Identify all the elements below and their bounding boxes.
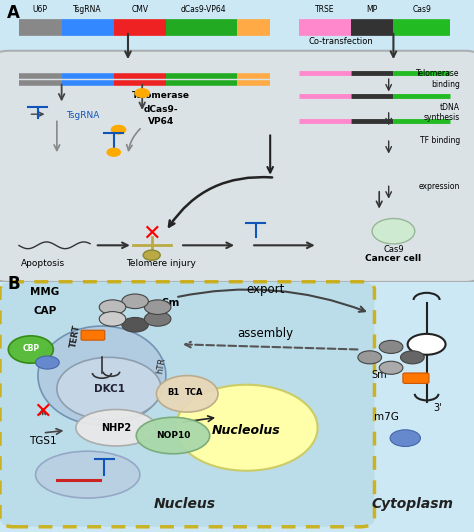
Circle shape — [145, 312, 171, 326]
Ellipse shape — [57, 358, 161, 420]
Text: CMV: CMV — [131, 5, 148, 14]
Text: Telomerase
binding: Telomerase binding — [416, 69, 460, 89]
Text: Me: Me — [43, 360, 52, 365]
Text: TsgRNA: TsgRNA — [73, 5, 102, 14]
Ellipse shape — [372, 219, 415, 244]
Ellipse shape — [136, 417, 210, 454]
Text: Sm: Sm — [162, 298, 180, 308]
Text: Cas9: Cas9 — [383, 245, 404, 254]
Text: TGS1: TGS1 — [29, 436, 56, 446]
Circle shape — [122, 294, 148, 309]
Circle shape — [401, 351, 424, 364]
Circle shape — [122, 318, 148, 332]
Text: dCas9-: dCas9- — [144, 105, 179, 114]
Text: assembly: assembly — [237, 327, 293, 340]
Circle shape — [145, 300, 171, 314]
Text: ✕: ✕ — [33, 402, 52, 422]
FancyBboxPatch shape — [0, 282, 374, 527]
Circle shape — [36, 356, 59, 369]
Text: MP: MP — [366, 5, 378, 14]
Text: TCA: TCA — [185, 388, 204, 397]
Text: CBP: CBP — [22, 344, 39, 353]
Text: expression: expression — [419, 181, 460, 190]
Text: Nucleolus: Nucleolus — [212, 424, 281, 437]
Circle shape — [99, 312, 126, 326]
Text: Co-transfection: Co-transfection — [309, 37, 374, 46]
FancyBboxPatch shape — [0, 51, 474, 282]
Ellipse shape — [175, 385, 318, 471]
Text: Sm: Sm — [372, 370, 387, 380]
Circle shape — [379, 361, 403, 375]
Text: NHP2: NHP2 — [101, 423, 131, 433]
Text: MMG: MMG — [30, 287, 60, 297]
Circle shape — [379, 340, 403, 353]
Text: tDNA
synthesis: tDNA synthesis — [424, 103, 460, 122]
Text: TF binding: TF binding — [419, 137, 460, 145]
Text: m7G: m7G — [374, 412, 399, 422]
Text: TRSE: TRSE — [315, 5, 335, 14]
Text: A: A — [7, 4, 20, 22]
Ellipse shape — [76, 410, 156, 446]
Circle shape — [408, 334, 446, 355]
Ellipse shape — [36, 451, 140, 498]
Circle shape — [107, 148, 120, 156]
Circle shape — [390, 430, 420, 446]
Text: hTR: hTR — [155, 356, 167, 374]
Circle shape — [143, 250, 160, 260]
Text: export: export — [246, 283, 284, 296]
Text: NOP10: NOP10 — [156, 431, 190, 440]
Ellipse shape — [9, 336, 53, 363]
Ellipse shape — [38, 326, 166, 425]
Ellipse shape — [156, 376, 218, 412]
Text: Telomere injury: Telomere injury — [126, 260, 196, 269]
Circle shape — [111, 126, 126, 134]
Text: Nucleus: Nucleus — [154, 497, 216, 511]
FancyBboxPatch shape — [403, 373, 429, 384]
Text: Cytoplasm: Cytoplasm — [372, 497, 453, 511]
Text: VP64: VP64 — [148, 117, 174, 126]
Text: Cas9: Cas9 — [412, 5, 431, 14]
Circle shape — [99, 300, 126, 314]
Circle shape — [135, 89, 149, 97]
Text: U6P: U6P — [33, 5, 48, 14]
Text: TERT: TERT — [69, 324, 82, 349]
Text: Telomerase: Telomerase — [132, 92, 190, 101]
Circle shape — [358, 351, 382, 364]
Text: DKC1: DKC1 — [93, 384, 125, 394]
Text: CAP: CAP — [33, 306, 57, 315]
Text: 3': 3' — [434, 403, 442, 413]
Text: TsgRNA: TsgRNA — [66, 111, 100, 120]
Text: Apoptosis: Apoptosis — [20, 260, 65, 269]
Text: ✕: ✕ — [142, 224, 161, 244]
Text: B1: B1 — [167, 388, 179, 397]
Text: dCas9-VP64: dCas9-VP64 — [181, 5, 227, 14]
Text: B: B — [7, 275, 20, 293]
Text: Me: Me — [401, 436, 410, 440]
Text: Cancer cell: Cancer cell — [365, 254, 421, 263]
FancyBboxPatch shape — [81, 330, 105, 340]
